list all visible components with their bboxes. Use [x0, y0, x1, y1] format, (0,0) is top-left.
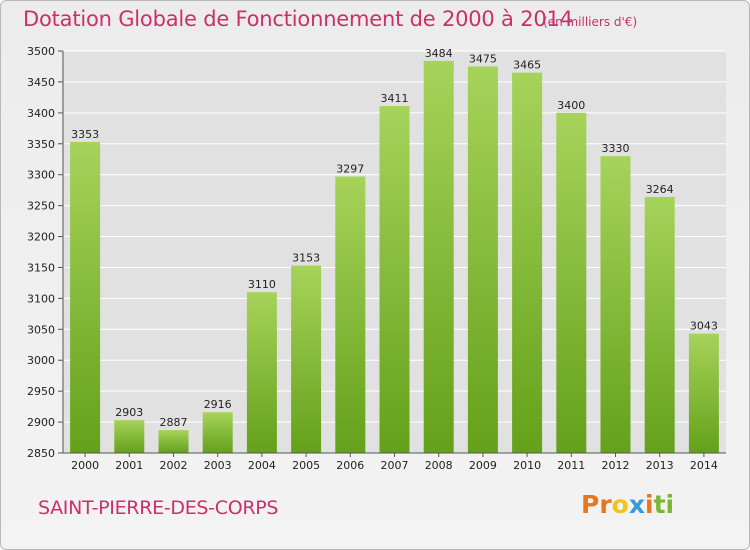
- bar-2007: [379, 106, 410, 453]
- bar-2010: [512, 72, 543, 454]
- logo-letter: x: [628, 490, 645, 519]
- y-tick-label: 3250: [27, 200, 55, 213]
- bar-value-label: 3411: [381, 92, 409, 105]
- x-tick-label: 2004: [248, 459, 276, 472]
- bar-2014: [688, 333, 719, 453]
- chart-unit: (en milliers d'€): [543, 15, 638, 29]
- y-tick-label: 3500: [27, 45, 55, 58]
- bars: 3353 2903 2887 2916 3110 3153 3297 3411 3484 3475…: [70, 47, 719, 454]
- x-tick-label: 2003: [204, 459, 232, 472]
- y-tick-label: 3050: [27, 323, 55, 336]
- y-tick-label: 2950: [27, 385, 55, 398]
- bar-2008: [423, 60, 454, 453]
- bar-value-label: 2903: [115, 406, 143, 419]
- bar-value-label: 2887: [160, 416, 188, 429]
- bar-value-label: 3330: [602, 142, 630, 155]
- x-axis: 2000 2001 2002 2003 2004 2005 2006 2007 2008 2009…: [63, 452, 726, 472]
- bar-2005: [291, 265, 322, 453]
- y-tick-label: 3100: [27, 292, 55, 305]
- bar-2002: [158, 430, 189, 453]
- bar-2012: [600, 156, 631, 453]
- logo-letter: i: [645, 490, 654, 519]
- place-name: SAINT-PIERRE-DES-CORPS: [38, 497, 279, 519]
- x-tick-label: 2008: [425, 459, 453, 472]
- bar-value-label: 3043: [690, 320, 718, 333]
- bar-value-label: 3297: [336, 163, 364, 176]
- x-tick-label: 2012: [602, 459, 630, 472]
- logo-letter: o: [611, 490, 629, 519]
- x-tick-label: 2010: [513, 459, 541, 472]
- y-tick-label: 3400: [27, 107, 55, 120]
- y-tick-label: 3450: [27, 76, 55, 89]
- y-tick-label: 3350: [27, 138, 55, 151]
- x-tick-label: 2001: [115, 459, 143, 472]
- bar-value-label: 3465: [513, 59, 541, 72]
- bar-value-label: 2916: [204, 398, 232, 411]
- y-tick-label: 2850: [27, 447, 55, 460]
- logo-letter: P: [581, 490, 600, 519]
- chart-title: Dotation Globale de Fonctionnement de 20…: [23, 7, 573, 31]
- bar-2001: [114, 420, 145, 453]
- x-tick-label: 2007: [381, 459, 409, 472]
- y-axis: 2850 2900 2950 3000 3050 3100 3150 3200 3250 3300…: [27, 45, 64, 460]
- x-tick-label: 2006: [336, 459, 364, 472]
- y-tick-label: 3000: [27, 354, 55, 367]
- bar-2003: [202, 412, 233, 453]
- y-tick-label: 3200: [27, 231, 55, 244]
- x-tick-label: 2005: [292, 459, 320, 472]
- y-tick-label: 3300: [27, 169, 55, 182]
- proxiti-logo: Proxiti: [581, 490, 674, 519]
- y-tick-label: 2900: [27, 416, 55, 429]
- x-tick-label: 2014: [690, 459, 718, 472]
- bar-2013: [644, 196, 675, 454]
- logo-letter: r: [599, 490, 612, 519]
- bar-2004: [246, 292, 277, 453]
- x-tick-label: 2000: [71, 459, 99, 472]
- x-tick-label: 2013: [646, 459, 674, 472]
- logo-letter: i: [665, 490, 675, 519]
- bar-2000: [70, 141, 101, 453]
- bar-value-label: 3484: [425, 47, 453, 60]
- bar-value-label: 3264: [646, 183, 674, 196]
- x-tick-label: 2009: [469, 459, 497, 472]
- bar-value-label: 3353: [71, 128, 99, 141]
- bar-value-label: 3153: [292, 252, 320, 265]
- x-tick-label: 2011: [557, 459, 585, 472]
- bar-2006: [335, 176, 366, 453]
- bar-value-label: 3110: [248, 278, 276, 291]
- bar-2009: [467, 66, 498, 453]
- bar-value-label: 3400: [557, 99, 585, 112]
- bar-value-label: 3475: [469, 52, 497, 65]
- bar-2011: [556, 112, 587, 453]
- logo-letter: t: [653, 490, 666, 519]
- x-tick-label: 2002: [160, 459, 188, 472]
- y-tick-label: 3150: [27, 261, 55, 274]
